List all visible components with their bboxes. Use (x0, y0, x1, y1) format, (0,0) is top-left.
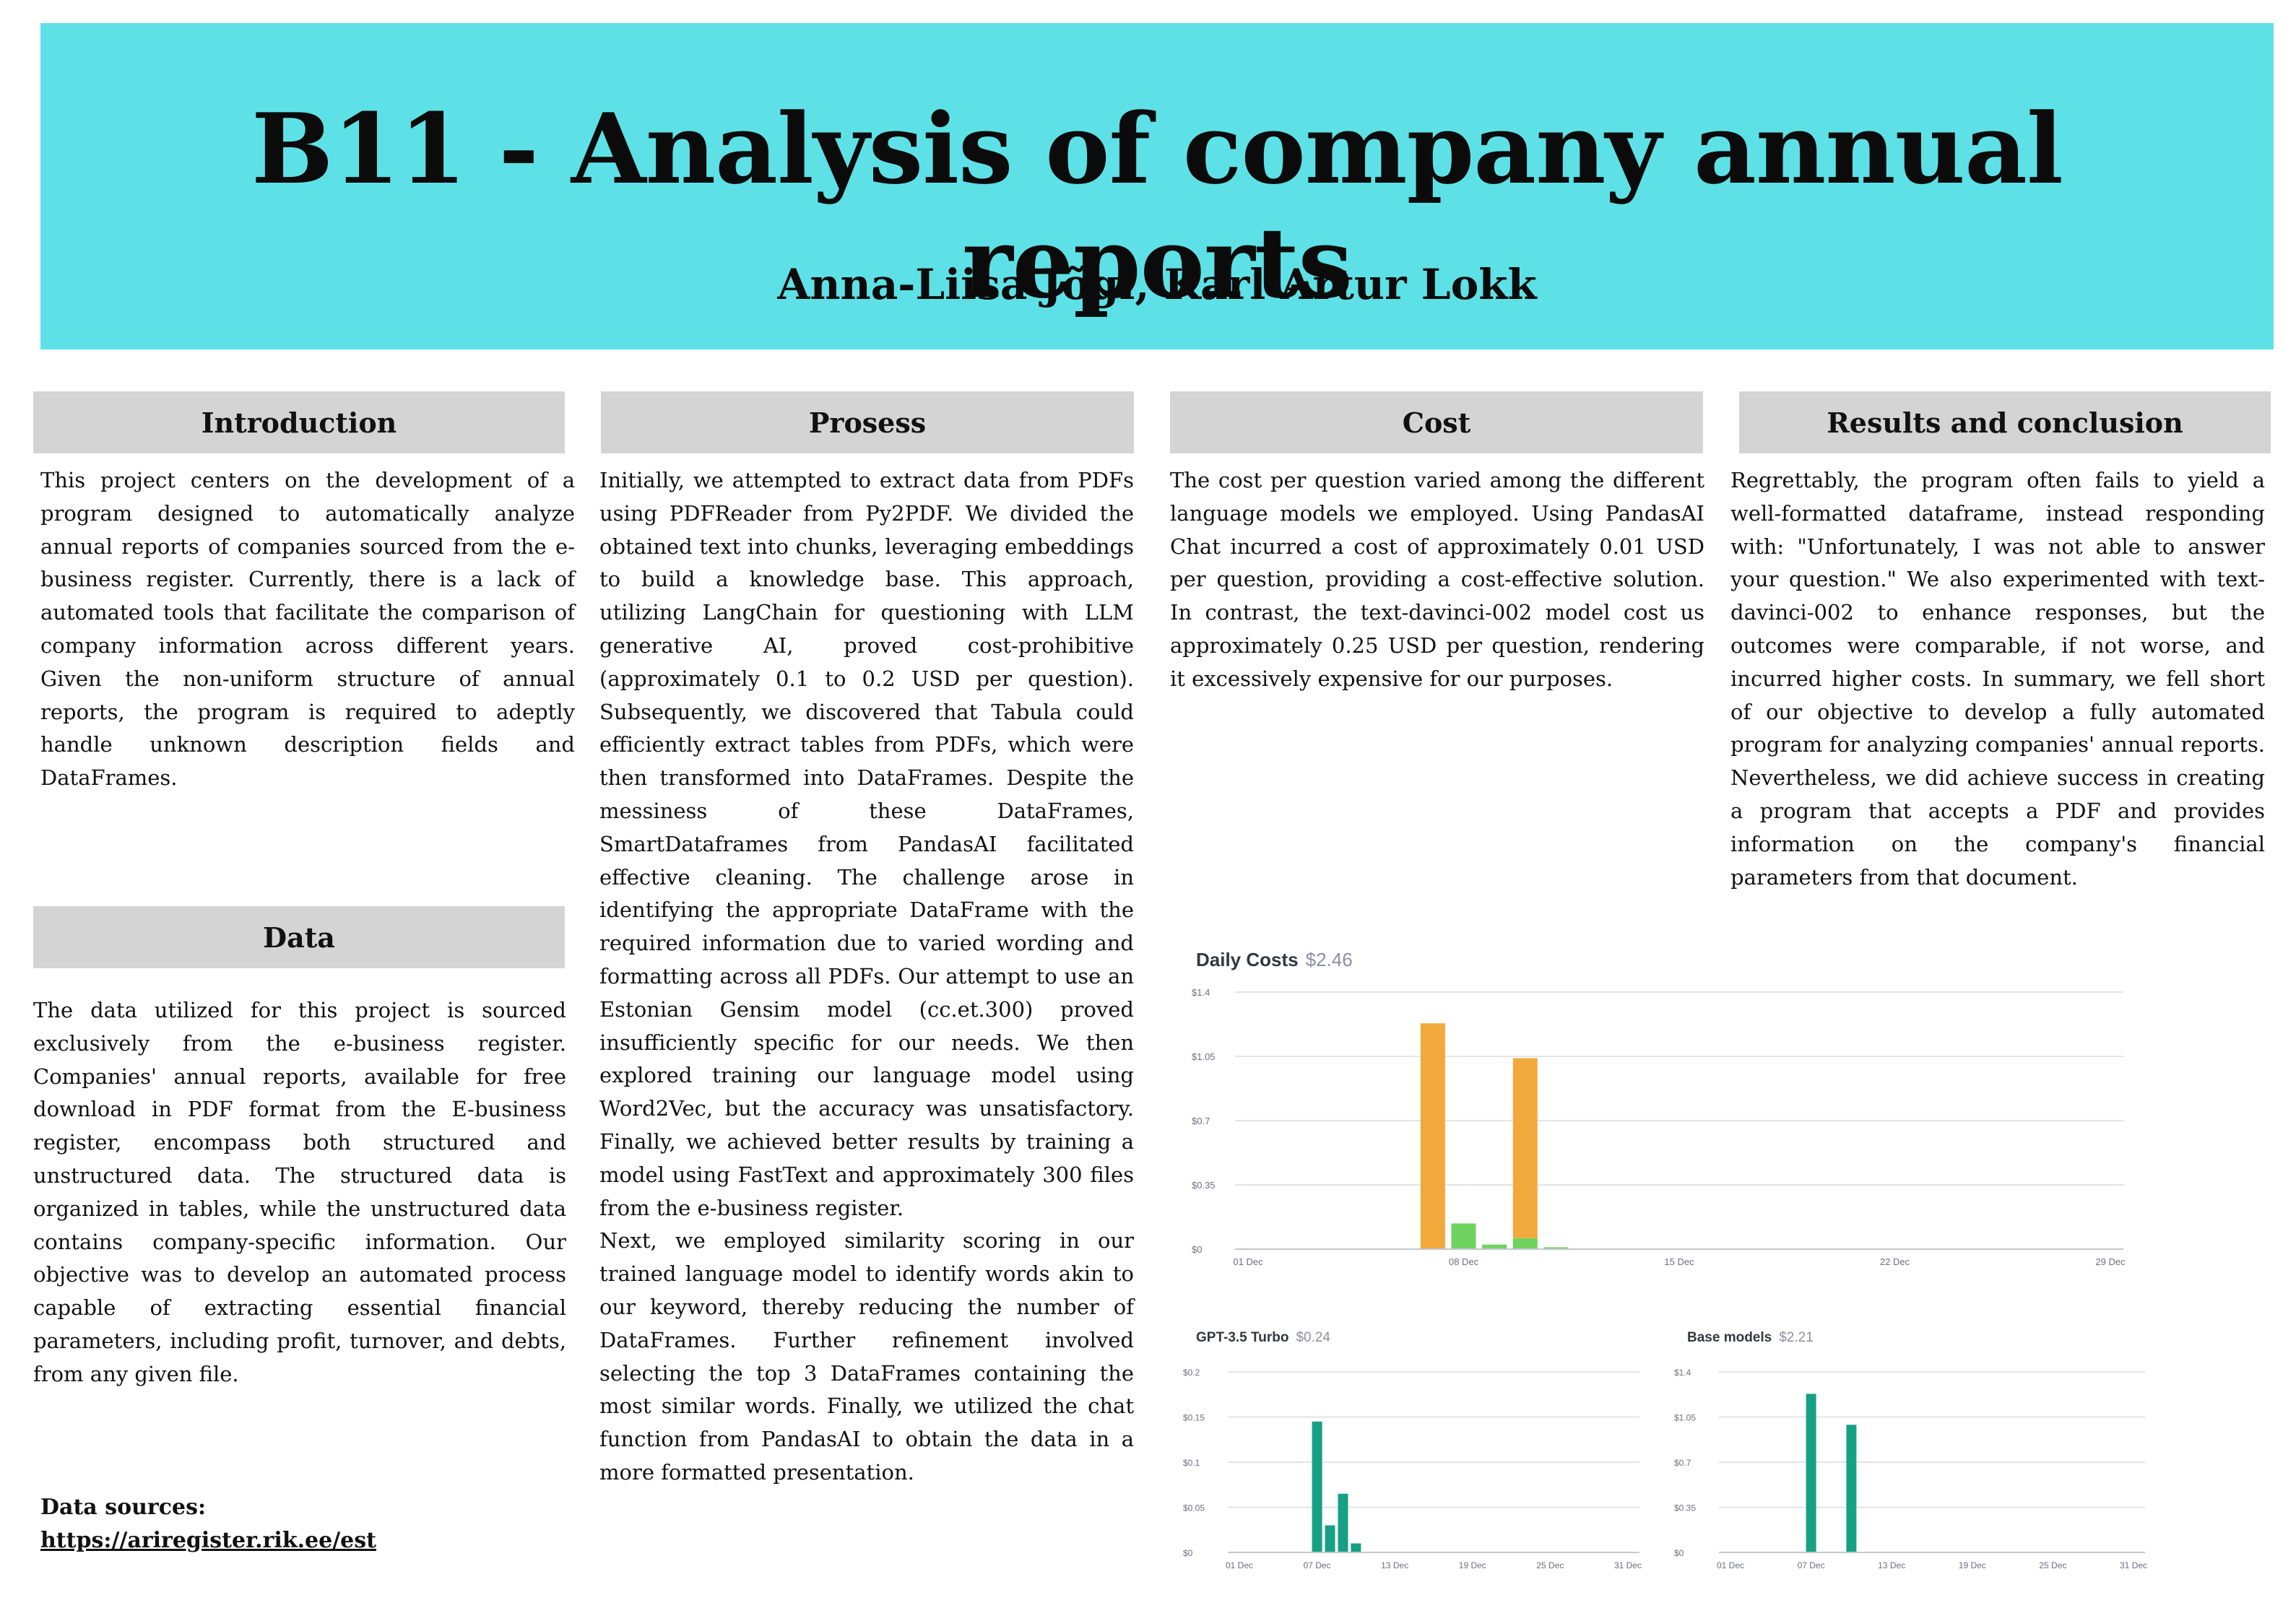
x-tick-label: 01 Dec (1226, 1560, 1253, 1570)
y-tick-label: $0 (1183, 1548, 1193, 1558)
introduction-text: This project centers on the development … (40, 468, 575, 791)
x-tick-label: 07 Dec (1798, 1560, 1825, 1570)
y-tick-label: $1.4 (1674, 1368, 1691, 1378)
x-tick-label: 13 Dec (1878, 1560, 1905, 1570)
base-models-chart: Base models $2.21 $1.4 $1.05 $0.7 $0.35 $0 01 D… (1674, 1330, 2147, 1570)
bar (1325, 1525, 1335, 1552)
data-sources: Data sources: https://ariregister.rik.ee… (40, 1491, 376, 1557)
bar (1451, 1223, 1476, 1249)
x-tick-label: 07 Dec (1304, 1560, 1331, 1570)
x-tick-label: 25 Dec (1536, 1560, 1564, 1570)
data-sources-label: Data sources: (40, 1495, 207, 1520)
x-tick-label: 19 Dec (1459, 1560, 1486, 1570)
x-tick-label: 25 Dec (2039, 1560, 2066, 1570)
x-tick-label: 31 Dec (1614, 1560, 1642, 1570)
poster-authors: Anna-Liisa Jõgi, Karl Artur Lokk (777, 260, 1537, 309)
chart-total: $2.21 (1779, 1330, 1814, 1345)
results-heading: Results and conclusion (1739, 391, 2271, 453)
bar (1312, 1421, 1322, 1552)
y-tick-label: $1.4 (1192, 987, 1210, 998)
title-banner: B11 - Analysis of company annual reports… (40, 23, 2274, 349)
daily-costs-chart: Daily Costs $2.46 $1.4 $1.05 $0.7 $0.35 $0 01 D… (1192, 949, 2126, 1267)
chart-title: Base models (1687, 1330, 1772, 1345)
y-tick-label: $0.35 (1192, 1180, 1216, 1191)
x-tick-label: 22 Dec (1880, 1256, 1910, 1267)
bar (1420, 1023, 1445, 1249)
bar (1338, 1493, 1348, 1552)
bar (1806, 1394, 1816, 1552)
bar (1846, 1425, 1857, 1552)
chart-total: $2.46 (1306, 949, 1353, 970)
y-tick-label: $0 (1192, 1244, 1202, 1255)
data-sources-link[interactable]: https://ariregister.rik.ee/est (40, 1528, 377, 1553)
process-heading: Prosess (601, 391, 1134, 453)
y-tick-label: $0.2 (1183, 1368, 1200, 1378)
chart-title: Daily Costs (1196, 949, 1299, 970)
cost-heading: Cost (1170, 391, 1703, 453)
process-paragraph-1: Initially, we attempted to extract data … (599, 468, 1134, 1220)
process-paragraph-2: Next, we employed similarity scoring in … (599, 1228, 1134, 1485)
y-tick-label: $0.05 (1183, 1503, 1205, 1513)
y-tick-label: $0.7 (1192, 1116, 1210, 1126)
y-tick-label: $0.15 (1183, 1413, 1205, 1423)
process-text: Initially, we attempted to extract data … (599, 464, 1134, 1490)
bar (1482, 1244, 1507, 1249)
x-tick-label: 01 Dec (1717, 1560, 1744, 1570)
cost-text: The cost per question varied among the d… (1170, 468, 1704, 691)
chart-total: $0.24 (1296, 1330, 1330, 1345)
y-tick-label: $1.05 (1192, 1051, 1216, 1062)
y-tick-label: $0.7 (1674, 1458, 1691, 1468)
y-tick-label: $1.05 (1674, 1413, 1696, 1423)
x-tick-label: 15 Dec (1664, 1256, 1694, 1267)
x-tick-label: 01 Dec (1233, 1256, 1263, 1267)
bar (1351, 1543, 1361, 1552)
results-text: Regrettably, the program often fails to … (1730, 468, 2265, 890)
gpt-turbo-chart: GPT-3.5 Turbo $0.24 $0.2 $0.15 $0.1 $0.05 $0 01… (1183, 1330, 1642, 1570)
introduction-heading: Introduction (33, 391, 565, 453)
y-tick-label: $0.35 (1674, 1503, 1696, 1513)
poster-title: B11 - Analysis of company annual reports (251, 92, 2063, 320)
y-tick-label: $0.1 (1183, 1458, 1200, 1468)
bar (1543, 1247, 1569, 1249)
x-tick-label: 29 Dec (2095, 1256, 2126, 1267)
x-tick-label: 19 Dec (1959, 1560, 1986, 1570)
bar (1512, 1238, 1538, 1249)
x-tick-label: 13 Dec (1381, 1560, 1408, 1570)
bar (1512, 1058, 1538, 1238)
x-tick-label: 31 Dec (2120, 1560, 2147, 1570)
y-tick-label: $0 (1674, 1548, 1684, 1558)
chart-title: GPT-3.5 Turbo (1196, 1330, 1288, 1345)
x-tick-label: 08 Dec (1449, 1256, 1479, 1267)
data-text: The data utilized for this project is so… (33, 998, 566, 1386)
data-heading: Data (33, 906, 565, 968)
